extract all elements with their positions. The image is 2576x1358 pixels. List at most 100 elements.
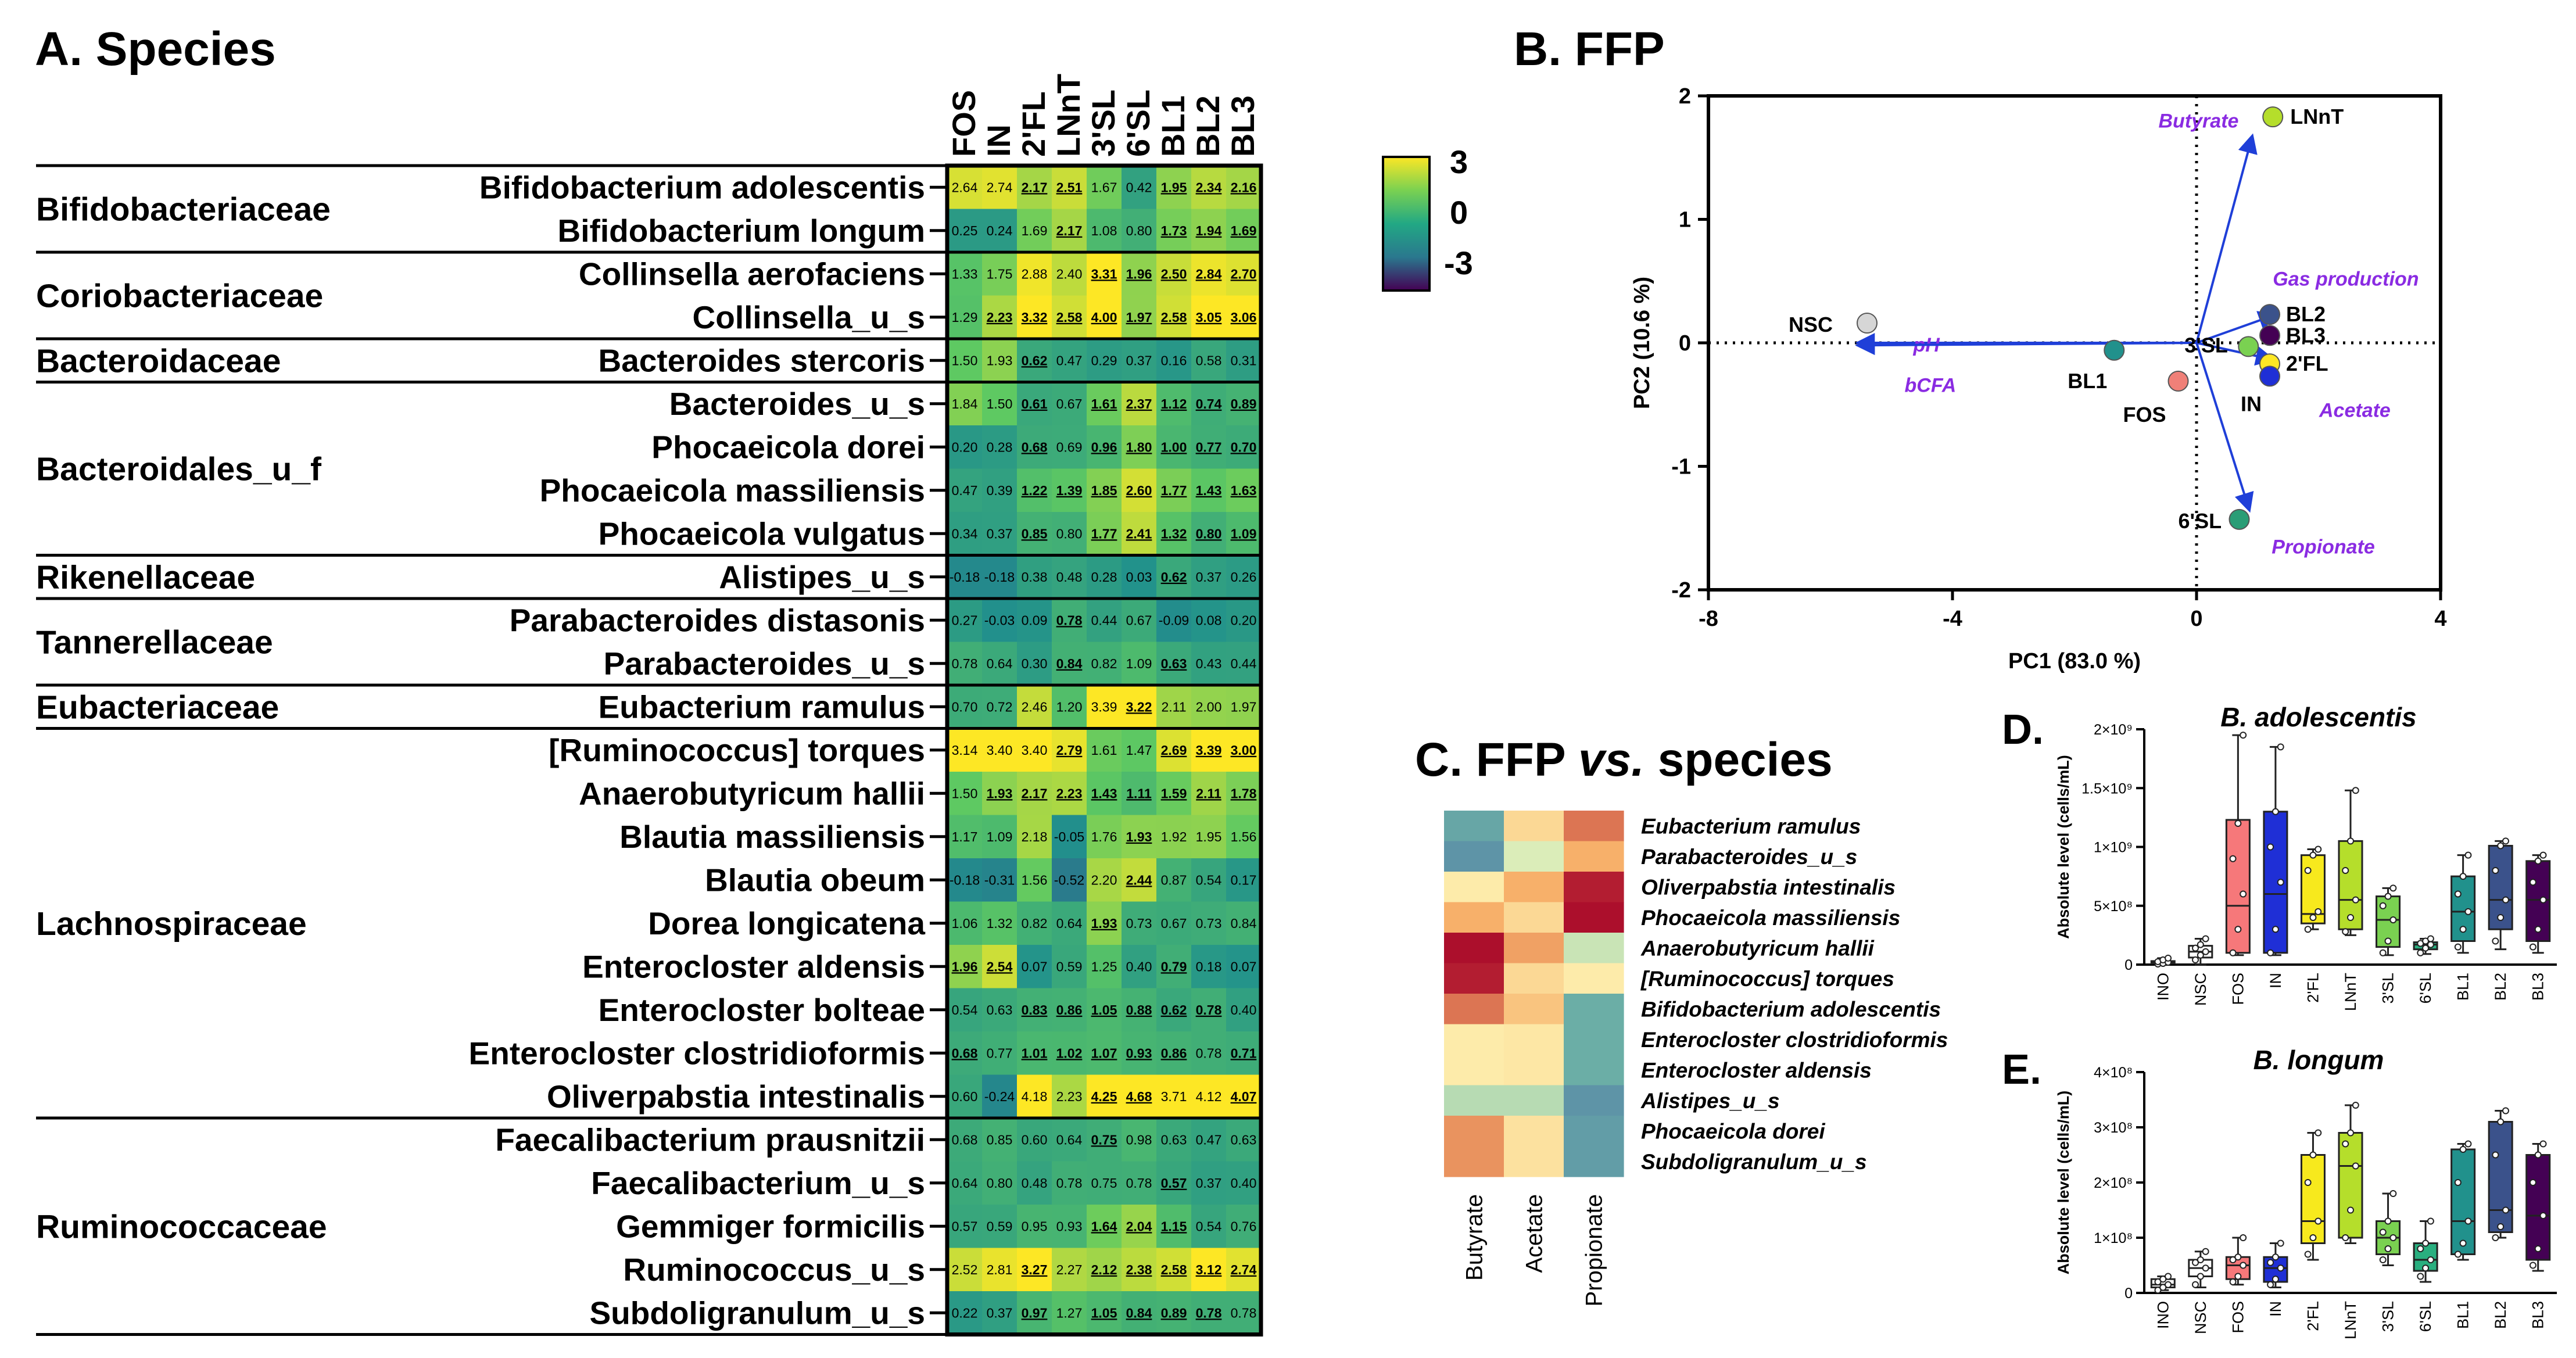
data-point bbox=[2240, 1262, 2247, 1269]
cell-value: 1.15 bbox=[1161, 1219, 1187, 1234]
heatmap-cell bbox=[1087, 555, 1122, 599]
heatmap-cell bbox=[947, 252, 983, 296]
cell-value: 1.76 bbox=[1091, 829, 1117, 844]
cell-value: 0.69 bbox=[1056, 439, 1083, 454]
heatmap-cell bbox=[982, 858, 1017, 902]
heatmap-cell bbox=[1156, 815, 1192, 859]
heatmap-cell bbox=[947, 858, 983, 902]
cell-value: 0.57 bbox=[952, 1219, 978, 1234]
data-point bbox=[2422, 1239, 2430, 1247]
heatmap-cell bbox=[982, 599, 1017, 643]
cell-value: 0.08 bbox=[1196, 612, 1222, 628]
panel-d-title: B. adolescentis bbox=[2220, 702, 2416, 732]
cell-value: 1.97 bbox=[1231, 699, 1257, 714]
family-label: Coriobacteriaceae bbox=[36, 278, 323, 315]
heatmap-cell bbox=[1156, 1291, 1192, 1335]
cell-value: 0.61 bbox=[1022, 396, 1048, 411]
heatmap-cell bbox=[1226, 642, 1262, 686]
heatmap-cell bbox=[1156, 685, 1192, 729]
cell-value: -0.52 bbox=[1054, 872, 1084, 887]
cell-value: 0.48 bbox=[1022, 1176, 1048, 1191]
data-point bbox=[2229, 949, 2237, 956]
heatmap-cell bbox=[1017, 1118, 1052, 1162]
heatmap-cell bbox=[947, 1248, 983, 1292]
family-label: Eubacteriaceae bbox=[36, 689, 279, 726]
group-label: BL2 bbox=[2492, 973, 2509, 1001]
cell-value: 1.59 bbox=[1161, 786, 1187, 801]
cell-value: 1.09 bbox=[1231, 526, 1257, 541]
panel-a-species-heatmap: A. Species FOSIN2'FLLNnT3'SL6'SLBL1BL2BL… bbox=[35, 23, 1473, 1336]
data-point bbox=[2534, 1151, 2542, 1159]
data-point bbox=[2497, 914, 2505, 921]
heatmap-cell bbox=[982, 555, 1017, 599]
cell-value: 1.64 bbox=[1091, 1219, 1117, 1234]
cell-value: 0.86 bbox=[1161, 1045, 1187, 1060]
cell-value: 1.29 bbox=[952, 310, 978, 325]
data-point bbox=[2464, 908, 2472, 915]
heatmap-cell bbox=[947, 728, 983, 772]
pca-point-label: FOS bbox=[2123, 403, 2166, 427]
heatmap-cell bbox=[1156, 512, 1192, 556]
cell-value: 2.37 bbox=[1126, 396, 1152, 411]
heatmap-cell bbox=[1017, 555, 1052, 599]
heatmap-cell bbox=[1087, 988, 1122, 1032]
cell-value: 1.27 bbox=[1056, 1305, 1083, 1320]
data-point bbox=[2492, 937, 2499, 945]
cell-value: 0.57 bbox=[1161, 1176, 1187, 1191]
data-point bbox=[2379, 902, 2387, 909]
cell-value: 1.69 bbox=[1231, 223, 1257, 238]
cell-value: 1.96 bbox=[1126, 266, 1152, 281]
data-point bbox=[2427, 1256, 2434, 1263]
data-point bbox=[2529, 879, 2536, 886]
data-point bbox=[2539, 1212, 2547, 1219]
heatmap-cell bbox=[1226, 1291, 1262, 1335]
correlation-column-label: Propionate bbox=[1582, 1194, 1607, 1306]
pca-point-label: 2'FL bbox=[2286, 352, 2328, 375]
cell-value: 1.73 bbox=[1161, 223, 1187, 238]
cell-value: 0.84 bbox=[1056, 656, 1083, 671]
data-point bbox=[2492, 867, 2499, 874]
data-point bbox=[2342, 1234, 2349, 1241]
species-label: Faecalibacterium_u_s bbox=[591, 1165, 925, 1201]
cell-value: 0.64 bbox=[952, 1176, 978, 1191]
pca-xlabel: PC1 (83.0 %) bbox=[2008, 649, 2141, 673]
data-point bbox=[2277, 1239, 2284, 1247]
heatmap-cell bbox=[982, 1118, 1017, 1162]
cell-value: 3.39 bbox=[1196, 743, 1222, 758]
heatmap-cell bbox=[1017, 599, 1052, 643]
panel-e-title: B. longum bbox=[2253, 1045, 2384, 1075]
heatmap-cell bbox=[1122, 512, 1157, 556]
cell-value: 0.09 bbox=[1022, 612, 1048, 628]
heatmap-cell bbox=[1052, 772, 1087, 816]
heatmap-cell bbox=[1052, 512, 1087, 556]
cell-value: 0.64 bbox=[1056, 1132, 1083, 1147]
correlation-row-label: Phocaeicola dorei bbox=[1641, 1119, 1825, 1143]
heatmap-cell bbox=[982, 1248, 1017, 1292]
cell-value: 0.20 bbox=[1231, 612, 1257, 628]
data-point bbox=[2384, 1217, 2392, 1225]
data-point bbox=[2459, 1239, 2467, 1247]
group-label: IN bbox=[2267, 1301, 2284, 1317]
x-tick-label: 0 bbox=[2190, 607, 2202, 631]
cell-value: 0.86 bbox=[1056, 1002, 1083, 1017]
heatmap-cell bbox=[1191, 295, 1227, 339]
data-point bbox=[2202, 1248, 2209, 1255]
cell-value: 2.20 bbox=[1091, 872, 1117, 887]
cell-value: 0.95 bbox=[1022, 1219, 1048, 1234]
treatment-header: IN bbox=[980, 124, 1017, 157]
correlation-cell bbox=[1564, 963, 1624, 994]
heatmap-cell bbox=[1087, 1205, 1122, 1249]
data-point bbox=[2315, 845, 2322, 853]
correlation-cell bbox=[1564, 841, 1624, 872]
correlation-column-label: Butyrate bbox=[1462, 1194, 1488, 1281]
cell-value: 1.94 bbox=[1196, 223, 1222, 238]
y-tick-label: 0 bbox=[2124, 957, 2133, 973]
cell-value: 2.00 bbox=[1196, 699, 1222, 714]
heatmap-cell bbox=[1122, 339, 1157, 383]
treatment-header: 6'SL bbox=[1120, 89, 1156, 157]
heatmap-cell bbox=[1052, 1291, 1087, 1335]
cell-value: 2.88 bbox=[1022, 266, 1048, 281]
cell-value: 0.96 bbox=[1091, 439, 1117, 454]
